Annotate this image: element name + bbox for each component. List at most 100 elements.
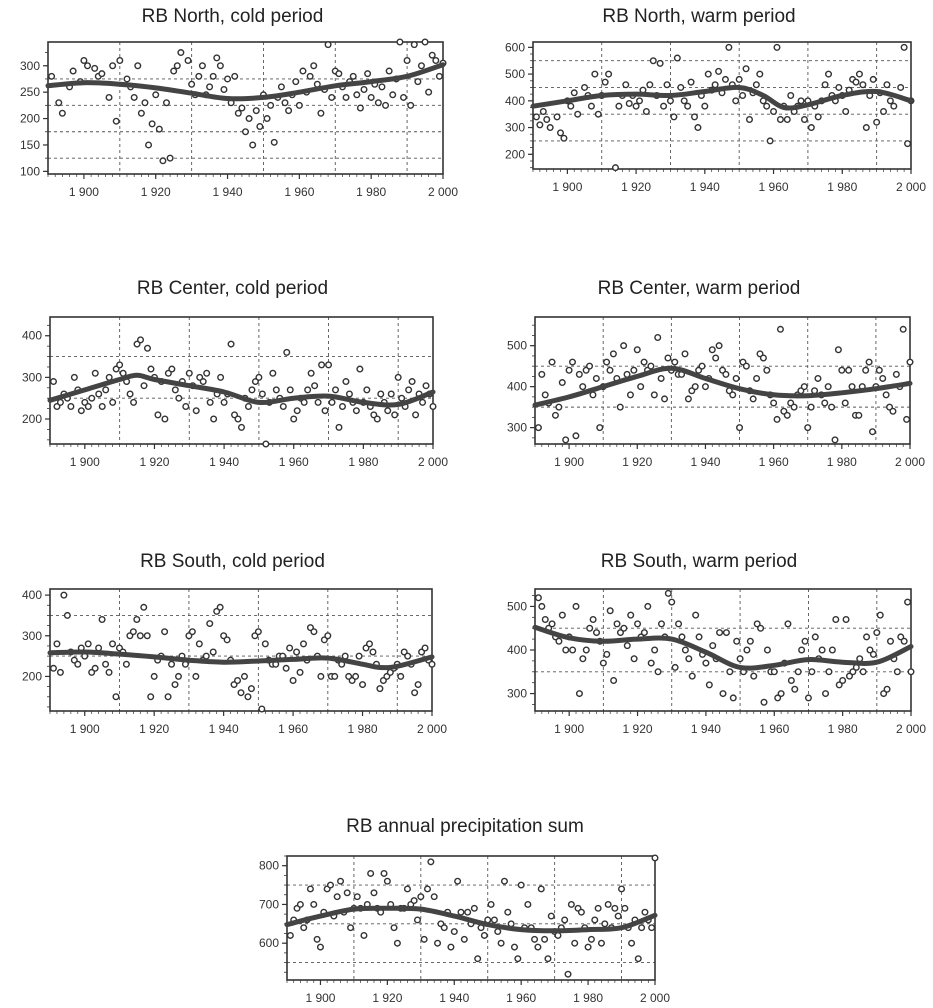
- data-point: [599, 659, 607, 667]
- data-point: [770, 108, 778, 116]
- x-tick-label: 1 900: [554, 722, 584, 736]
- data-point: [880, 108, 888, 116]
- data-point: [244, 693, 252, 701]
- data-point: [161, 628, 169, 636]
- data-point: [647, 659, 655, 667]
- data-point: [177, 49, 185, 57]
- x-tick-label: 1 900: [70, 722, 100, 736]
- y-tick-label: 150: [20, 138, 40, 152]
- data-point: [558, 379, 566, 387]
- chart-title: RB South, cold period: [140, 551, 325, 572]
- data-point: [141, 99, 149, 107]
- data-point: [592, 374, 600, 382]
- y-tick-label: 300: [22, 370, 42, 384]
- x-tick-label: 1 980: [356, 185, 386, 199]
- data-point: [224, 75, 232, 83]
- data-point: [807, 124, 815, 132]
- data-point: [281, 99, 289, 107]
- data-point: [140, 603, 148, 611]
- x-tick-label: 1 980: [828, 722, 858, 736]
- data-point: [753, 374, 761, 382]
- grid-lines: [535, 589, 911, 711]
- data-point: [876, 611, 884, 619]
- data-point: [610, 676, 618, 684]
- data-point: [766, 137, 774, 145]
- data-point: [886, 637, 894, 645]
- data-point: [77, 407, 85, 415]
- data-point: [234, 415, 242, 423]
- data-point: [742, 362, 750, 370]
- data-point: [447, 943, 455, 951]
- data-point: [541, 615, 549, 623]
- data-point: [774, 694, 782, 702]
- data-point: [335, 423, 343, 431]
- data-point: [886, 97, 894, 105]
- data-point: [644, 602, 652, 610]
- data-point: [865, 358, 873, 366]
- data-point: [618, 885, 626, 893]
- data-point: [609, 350, 617, 358]
- data-point: [48, 72, 56, 80]
- data-point: [192, 672, 200, 680]
- data-point: [63, 611, 71, 619]
- data-point: [739, 91, 747, 99]
- data-point: [715, 342, 723, 350]
- y-tick-label: 400: [507, 380, 527, 394]
- y-tick-label: 400: [505, 94, 525, 108]
- data-point: [328, 398, 336, 406]
- data-point: [591, 70, 599, 78]
- data-point: [396, 38, 404, 46]
- data-point: [685, 655, 693, 663]
- data-point: [263, 115, 271, 123]
- data-point: [640, 358, 648, 366]
- data-point: [480, 931, 488, 939]
- data-point: [784, 620, 792, 628]
- data-point: [349, 72, 357, 80]
- data-point: [237, 423, 245, 431]
- data-point: [616, 403, 624, 411]
- data-point: [897, 633, 905, 641]
- data-point: [370, 889, 378, 897]
- data-point: [95, 644, 103, 652]
- data-point: [227, 340, 235, 348]
- data-point: [317, 109, 325, 117]
- data-point: [611, 904, 619, 912]
- trend-line: [47, 649, 435, 671]
- data-point: [171, 681, 179, 689]
- data-point: [835, 83, 843, 91]
- data-point: [587, 102, 595, 110]
- y-tick-label: 200: [20, 112, 40, 126]
- data-point: [691, 113, 699, 121]
- data-point: [589, 615, 597, 623]
- data-point: [735, 75, 743, 83]
- data-point: [154, 411, 162, 419]
- data-point: [389, 91, 397, 99]
- data-point: [568, 358, 576, 366]
- data-point: [377, 390, 385, 398]
- data-point: [606, 607, 614, 615]
- data-point: [701, 383, 709, 391]
- x-tick-label: 1 940: [209, 455, 239, 469]
- data-point: [49, 378, 57, 386]
- grid-lines: [48, 42, 443, 174]
- data-point: [702, 659, 710, 667]
- data-point: [318, 361, 326, 369]
- data-point: [719, 690, 727, 698]
- data-point: [352, 672, 360, 680]
- data-point: [541, 391, 549, 399]
- data-point: [596, 424, 604, 432]
- data-point: [367, 93, 375, 101]
- data-point: [234, 676, 242, 684]
- x-tick-label: 1 900: [69, 185, 99, 199]
- chart-title: RB South, warm period: [600, 551, 798, 572]
- data-point: [567, 900, 575, 908]
- data-point: [306, 72, 314, 80]
- data-point: [216, 603, 224, 611]
- x-tick-label: 1 940: [690, 180, 720, 194]
- data-point: [581, 83, 589, 91]
- data-point: [814, 113, 822, 121]
- data-point: [804, 694, 812, 702]
- data-point: [839, 676, 847, 684]
- data-point: [450, 928, 458, 936]
- data-point: [603, 358, 611, 366]
